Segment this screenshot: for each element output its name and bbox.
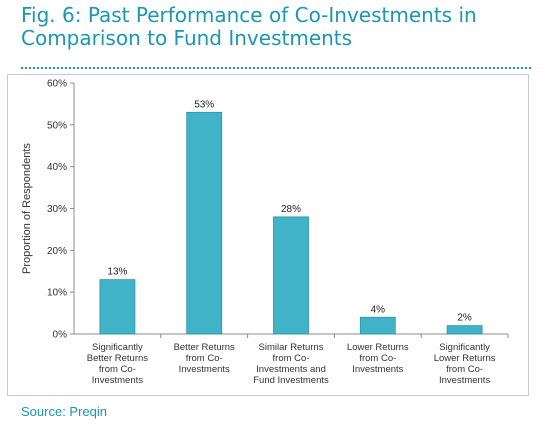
bar	[186, 111, 223, 335]
y-tick-label: 30%	[47, 204, 67, 215]
y-tick-label: 10%	[47, 288, 67, 299]
chart-title: Fig. 6: Past Performance of Co-Investmen…	[21, 3, 477, 50]
bar-value-label: 53%	[194, 99, 214, 110]
x-tick-label: Similar Returns from Co-Investments and Fu…	[253, 342, 329, 386]
bar-value-label: 4%	[371, 304, 386, 315]
y-tick-label: 40%	[47, 162, 67, 173]
bar	[99, 279, 136, 335]
y-tick-label: 50%	[47, 120, 67, 131]
x-tick-label: Lower Returns from Co-Investments	[347, 342, 409, 375]
y-axis-title: Proportion of Respondents	[21, 143, 33, 274]
source-note: Source: Preqin	[21, 404, 107, 419]
y-tick-label: 60%	[47, 79, 67, 90]
y-tick-label: 0%	[53, 330, 68, 341]
x-tick-label: Better Returns from Co-Investments	[174, 342, 235, 375]
x-tick-label: Significantly Lower Returns from Co-Invest…	[434, 342, 496, 386]
title-divider	[21, 67, 531, 69]
chart-frame	[7, 74, 529, 396]
bar-value-label: 13%	[107, 267, 127, 278]
x-tick-label: Significantly Better Returns from Co-Inves…	[87, 342, 148, 386]
bar-value-label: 28%	[281, 204, 301, 215]
bar-value-label: 2%	[457, 313, 472, 324]
bar	[446, 325, 483, 335]
bar	[359, 316, 396, 335]
bar	[273, 216, 309, 335]
y-tick-label: 20%	[47, 246, 67, 257]
